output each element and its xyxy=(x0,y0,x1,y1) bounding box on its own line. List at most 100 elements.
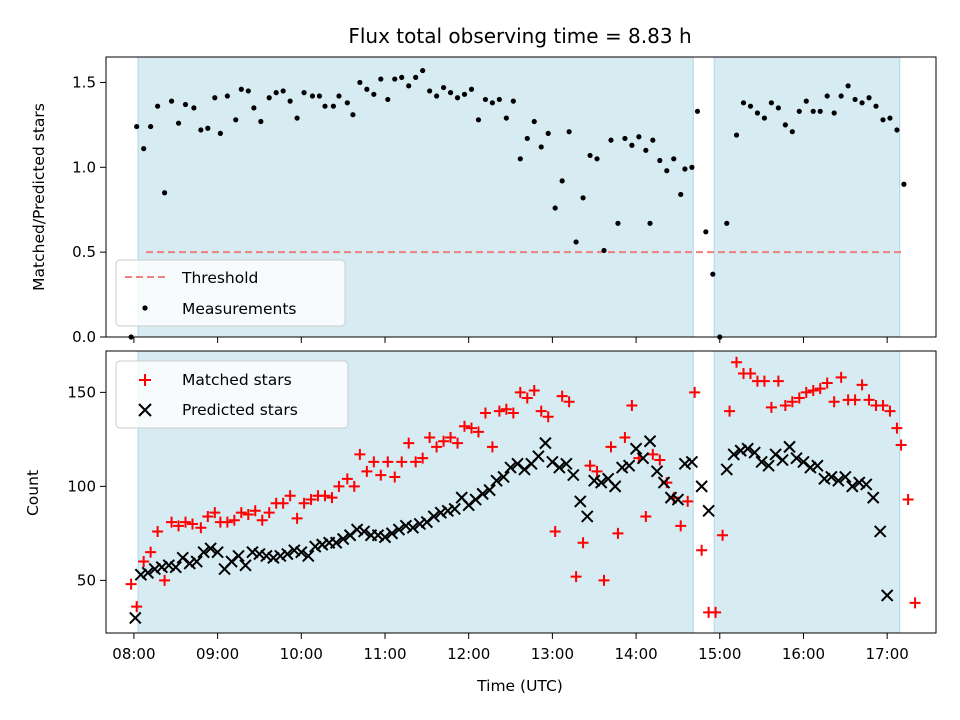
matched-star-point xyxy=(159,574,171,586)
predicted-star-point xyxy=(281,547,294,561)
measurement-point xyxy=(901,181,907,187)
matched-star-point xyxy=(612,527,624,539)
matched-star-point xyxy=(549,525,561,537)
measurement-point xyxy=(803,98,809,104)
matched-star-point xyxy=(438,435,450,447)
matched-star-point xyxy=(710,606,722,618)
predicted-star-point xyxy=(329,536,343,549)
matched-star-point xyxy=(626,400,638,412)
predicted-star-point xyxy=(490,474,503,487)
predicted-star-point xyxy=(288,544,301,557)
measurement-point xyxy=(155,103,161,109)
x-axis-label: Time (UTC) xyxy=(476,677,563,695)
matched-star-point xyxy=(354,448,366,460)
matched-star-point xyxy=(689,386,701,398)
measurement-point xyxy=(580,195,586,201)
measurement-point xyxy=(301,90,307,96)
measurement-point xyxy=(873,103,879,109)
predicted-star-point xyxy=(267,551,280,565)
predicted-star-point xyxy=(567,468,580,482)
top-legend-box xyxy=(115,259,346,327)
top-x-axis-ticks xyxy=(133,337,888,343)
measurement-point xyxy=(761,115,768,121)
measurement-point xyxy=(447,90,454,96)
matched-star-point xyxy=(556,390,568,402)
measurement-point xyxy=(724,220,730,226)
matched-star-point xyxy=(647,448,659,460)
matched-star-point xyxy=(682,495,694,507)
measurement-point xyxy=(887,115,893,121)
predicted-star-point xyxy=(295,545,308,559)
chart-title: Flux total observing time = 8.83 h xyxy=(348,24,691,48)
predicted-star-point xyxy=(309,540,322,553)
matched-star-point xyxy=(521,392,533,404)
matched-star-point xyxy=(305,494,317,506)
predicted-star-point xyxy=(622,459,636,472)
matched-star-point xyxy=(479,407,491,419)
predicted-star-point xyxy=(755,455,768,469)
measurement-point xyxy=(664,168,670,174)
predicted-star-point xyxy=(406,521,420,534)
measurement-point xyxy=(440,84,447,91)
matched-star-point xyxy=(786,396,798,408)
measurement-point xyxy=(496,96,502,103)
predicted-star-point xyxy=(783,440,796,454)
matched-legend-marker xyxy=(139,374,151,386)
predicted-star-point xyxy=(671,493,685,506)
y-tick-label: 150 xyxy=(67,383,96,401)
matched-star-point xyxy=(675,520,687,532)
predicted-star-point xyxy=(678,457,692,471)
measurement-point xyxy=(615,220,621,226)
measurement-point xyxy=(796,108,802,114)
measurement-point xyxy=(559,178,565,184)
predicted-star-point xyxy=(504,461,517,474)
matched-star-point xyxy=(654,454,666,466)
predicted-star-point xyxy=(378,530,392,544)
matched-star-point xyxy=(375,469,387,481)
predicted-star-point xyxy=(867,491,880,504)
measurement-point xyxy=(622,135,628,142)
predicted-star-point xyxy=(588,474,601,487)
measurement-point xyxy=(694,108,701,114)
matched-star-point xyxy=(793,392,805,404)
matched-star-point xyxy=(465,422,477,434)
measurement-point xyxy=(754,110,761,116)
y-tick-label: 50 xyxy=(77,571,96,589)
bottom-plot-frame xyxy=(105,350,937,634)
matched-star-point xyxy=(744,368,756,380)
predicted-star-point xyxy=(643,435,657,448)
bottom-legend: Matched stars Predicted stars xyxy=(115,360,349,429)
predicted-star-point xyxy=(832,474,845,487)
threshold-legend-label: Threshold xyxy=(181,269,258,287)
matched-star-point xyxy=(131,601,143,613)
predicted-star-point xyxy=(650,465,664,478)
measurement-point xyxy=(461,91,468,97)
measurement-point xyxy=(413,74,419,80)
predicted-star-point xyxy=(853,476,866,489)
matched-star-point xyxy=(382,456,394,468)
measurement-point xyxy=(608,137,614,143)
measurement-point xyxy=(294,115,300,121)
measurement-point xyxy=(217,130,223,136)
measurement-point xyxy=(682,166,688,172)
measurement-point xyxy=(344,100,350,106)
matched-star-point xyxy=(717,529,729,541)
matched-star-point xyxy=(605,441,617,453)
matched-star-point xyxy=(514,386,526,398)
matched-star-point xyxy=(724,405,736,417)
matched-star-point xyxy=(138,556,150,568)
matched-star-point xyxy=(807,384,819,396)
measurement-point xyxy=(824,93,830,99)
measurement-point xyxy=(510,98,516,104)
measurement-point xyxy=(251,105,257,111)
matched-star-point xyxy=(209,507,221,519)
matched-star-point xyxy=(333,480,345,492)
matched-star-point xyxy=(563,396,575,408)
predicted-star-point xyxy=(183,557,196,570)
matched-star-point xyxy=(235,507,247,519)
predicted-star-point xyxy=(825,470,838,484)
measurement-point xyxy=(552,205,558,211)
matched-star-point xyxy=(341,473,353,485)
matched-star-point xyxy=(452,437,464,449)
